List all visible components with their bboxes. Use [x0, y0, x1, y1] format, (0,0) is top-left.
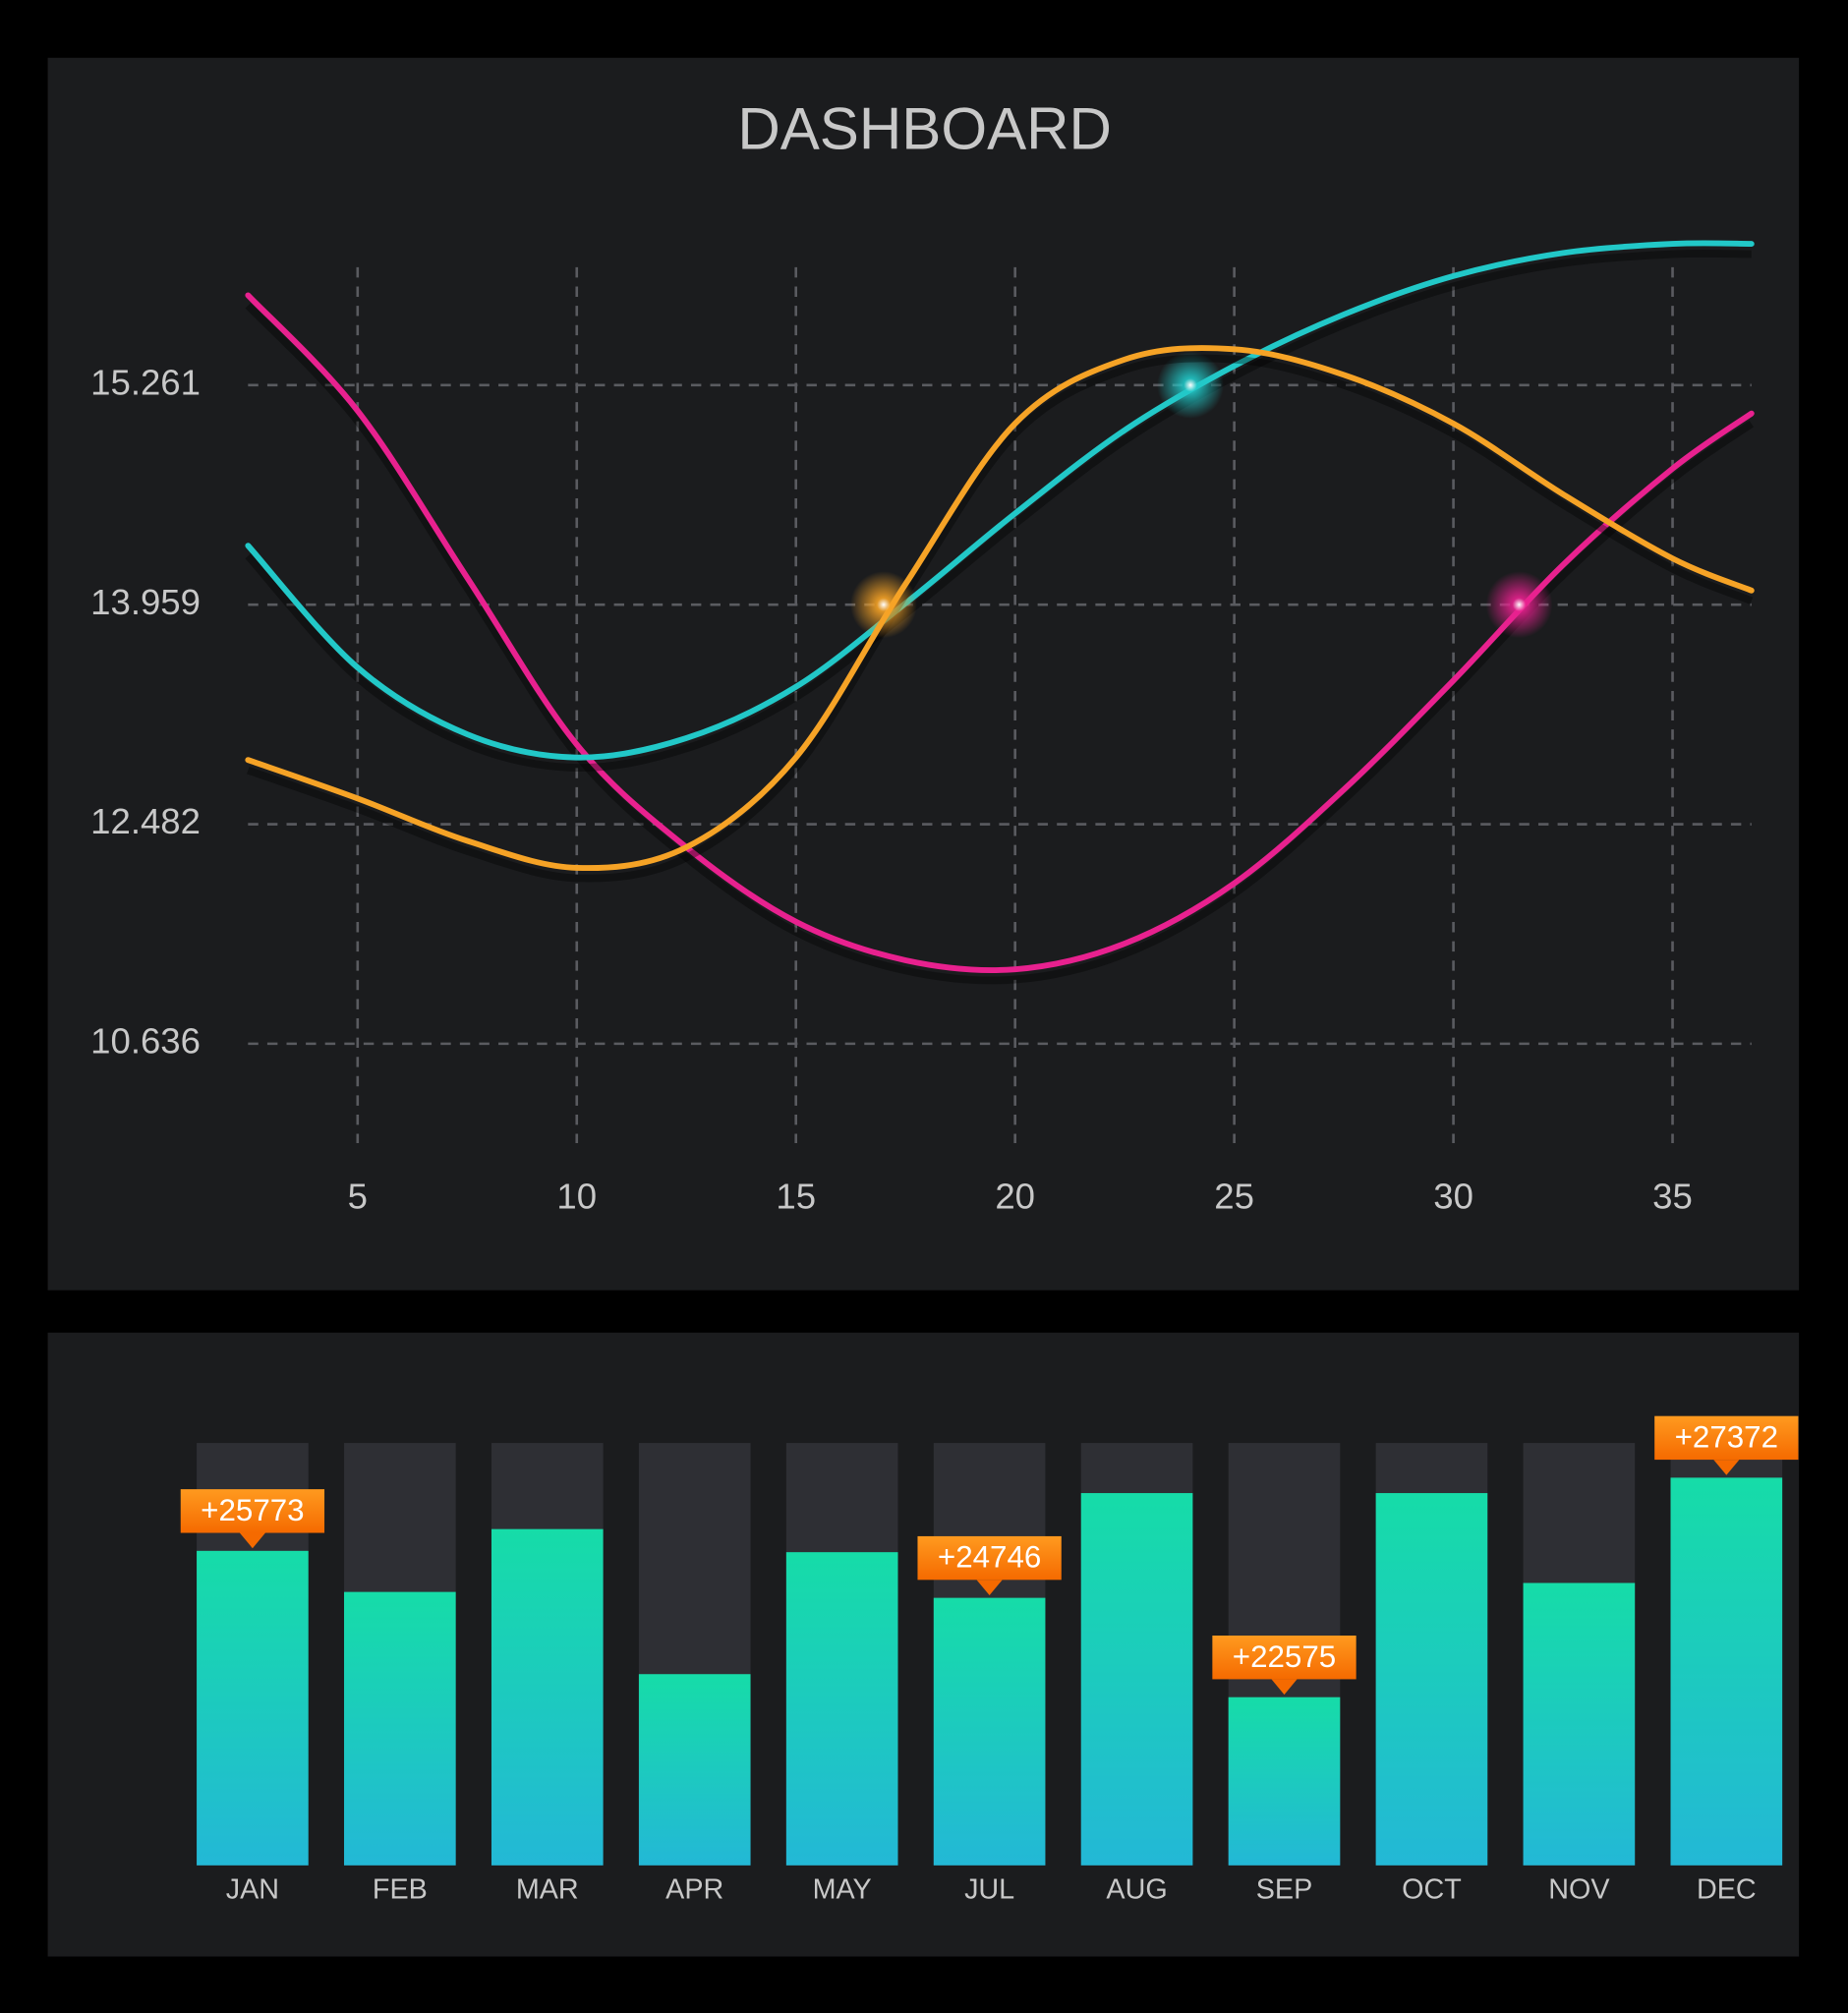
x-tick-label: JUL: [964, 1874, 1014, 1906]
y-tick-label: 12.482: [90, 801, 201, 841]
bar: [197, 1550, 309, 1866]
bar: [1523, 1582, 1636, 1866]
x-tick-label: MAR: [516, 1874, 579, 1906]
line-shadow: [245, 249, 1752, 773]
chart-title: DASHBOARD: [737, 96, 1112, 162]
x-tick-label: 5: [348, 1177, 368, 1217]
x-tick-label: FEB: [373, 1874, 428, 1906]
value-tag: [180, 1489, 325, 1533]
x-tick-label: OCT: [1402, 1874, 1462, 1906]
value-tag: [1654, 1415, 1799, 1461]
line-series: [245, 240, 1755, 761]
line-shadow: [247, 354, 1754, 883]
bar: [491, 1528, 604, 1866]
x-tick-label: JAN: [226, 1874, 279, 1906]
value-tag: [1212, 1636, 1357, 1680]
value-tag-pointer: [1713, 1460, 1740, 1475]
bar: [1080, 1493, 1193, 1866]
x-tick-label: SEP: [1256, 1874, 1312, 1906]
highlight-point: [1157, 351, 1224, 419]
value-label: +22575: [1233, 1639, 1336, 1674]
bar-panel: [47, 1332, 1800, 1957]
bar: [785, 1552, 898, 1866]
value-tag: [917, 1535, 1062, 1581]
bar: [1670, 1477, 1783, 1866]
bar: [1228, 1697, 1341, 1866]
x-tick-label: 30: [1433, 1177, 1473, 1217]
x-tick-label: DEC: [1697, 1874, 1757, 1906]
value-tag-pointer: [1271, 1679, 1298, 1696]
bar: [344, 1591, 456, 1866]
line-series: [245, 345, 1755, 872]
x-tick-label: AUG: [1106, 1874, 1167, 1906]
value-label: +24746: [938, 1540, 1041, 1575]
x-tick-label: MAY: [813, 1874, 872, 1906]
y-tick-label: 10.636: [90, 1021, 201, 1062]
y-tick-label: 13.959: [90, 582, 201, 622]
value-tag-pointer: [239, 1532, 265, 1549]
bar: [1375, 1493, 1488, 1866]
x-tick-label: 35: [1652, 1177, 1693, 1217]
bar: [933, 1597, 1046, 1866]
x-tick-label: 10: [556, 1177, 597, 1217]
highlight-point: [849, 571, 917, 639]
value-label: +25773: [201, 1493, 304, 1527]
y-tick-label: 15.261: [90, 362, 201, 402]
highlight-point: [1485, 571, 1553, 639]
line-panel: [47, 57, 1800, 1291]
value-tag-pointer: [976, 1580, 1003, 1596]
x-tick-label: 20: [995, 1177, 1035, 1217]
x-tick-label: NOV: [1548, 1874, 1610, 1906]
value-label: +27372: [1675, 1419, 1778, 1454]
x-tick-label: APR: [665, 1874, 723, 1906]
x-tick-label: 25: [1214, 1177, 1254, 1217]
bar: [638, 1674, 751, 1866]
x-tick-label: 15: [776, 1177, 816, 1217]
